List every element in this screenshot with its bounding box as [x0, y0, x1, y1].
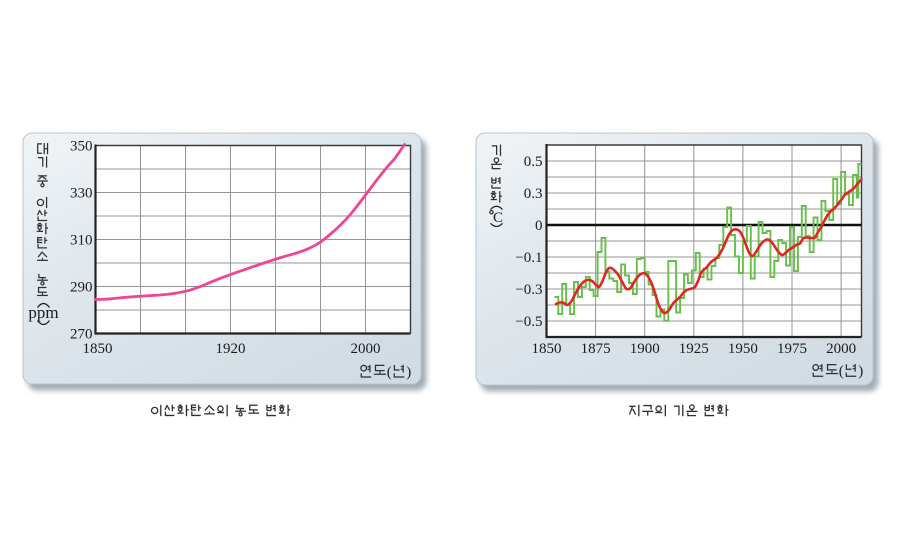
svg-text:1850: 1850 [83, 341, 113, 357]
svg-text:0: 0 [535, 218, 543, 234]
svg-text:1950: 1950 [728, 341, 758, 357]
svg-text:): ) [858, 364, 863, 380]
svg-text:−0.5: −0.5 [515, 314, 542, 330]
svg-text:330: 330 [70, 186, 93, 202]
svg-text:1900: 1900 [630, 341, 660, 357]
svg-text:270: 270 [70, 327, 93, 343]
svg-text:(: ( [387, 364, 392, 380]
svg-text:1975: 1975 [777, 341, 807, 357]
svg-text:350: 350 [70, 139, 93, 155]
svg-text:1875: 1875 [581, 341, 611, 357]
svg-text:1920: 1920 [216, 341, 246, 357]
svg-text:0.3: 0.3 [524, 186, 543, 202]
svg-text:1850: 1850 [532, 341, 562, 357]
svg-text:−0.1: −0.1 [515, 250, 542, 266]
svg-text:2000: 2000 [351, 341, 381, 357]
svg-text:2000: 2000 [826, 341, 856, 357]
svg-text:290: 290 [70, 280, 93, 296]
svg-text:310: 310 [70, 233, 93, 249]
svg-text:−0.3: −0.3 [515, 282, 542, 298]
svg-text:C: C [493, 210, 503, 226]
svg-text:0.5: 0.5 [524, 154, 543, 170]
svg-text:): ) [406, 364, 411, 380]
svg-text:1925: 1925 [679, 341, 709, 357]
svg-text:(: ( [839, 364, 844, 380]
svg-text:ppm: ppm [28, 303, 58, 322]
